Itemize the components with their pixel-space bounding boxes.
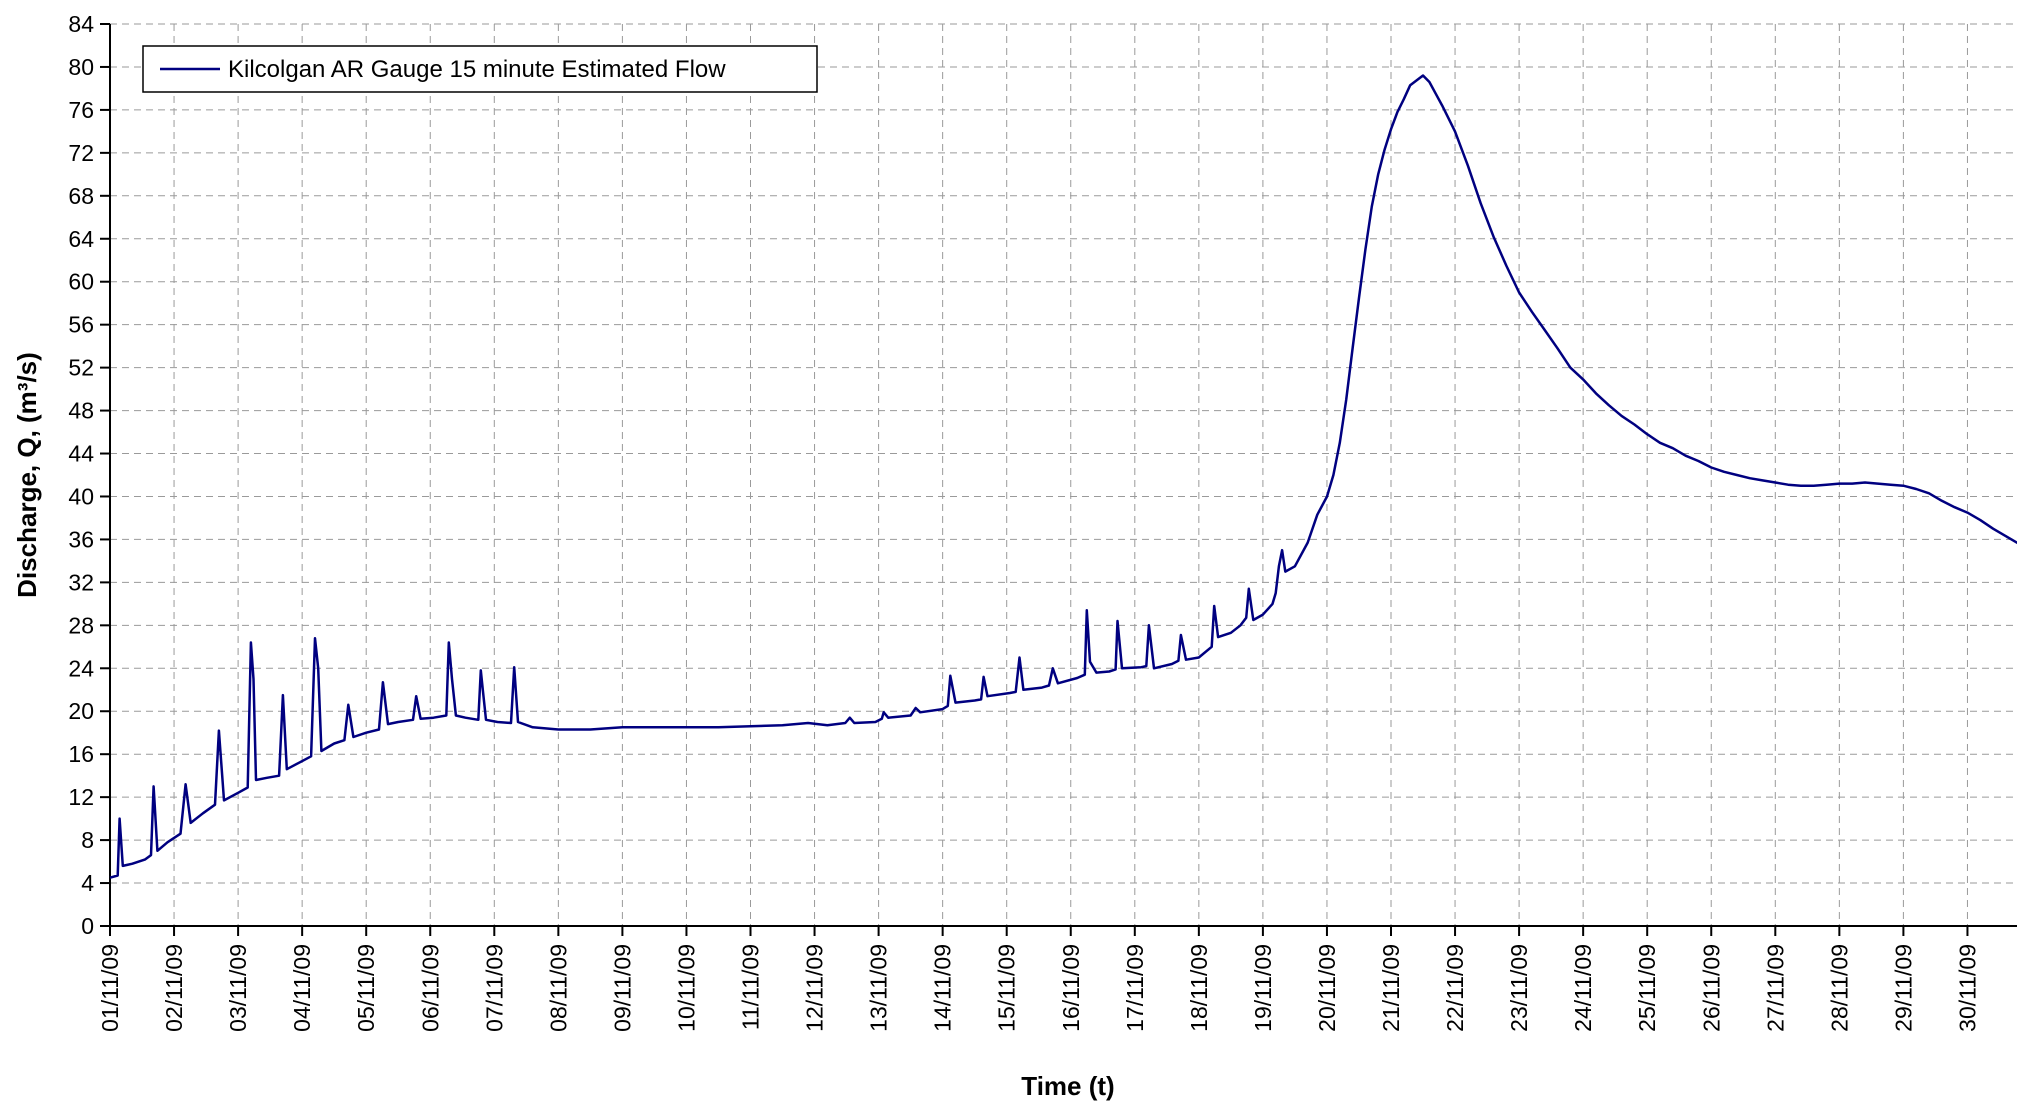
x-tick-label: 08/11/09 <box>545 944 571 1032</box>
y-tick-label: 16 <box>68 741 94 767</box>
x-tick-label: 25/11/09 <box>1634 944 1660 1032</box>
axes <box>109 24 2017 927</box>
legend-box <box>142 45 818 93</box>
legend: Kilcolgan AR Gauge 15 minute Estimated F… <box>142 45 818 93</box>
x-tick-label: 24/11/09 <box>1570 944 1596 1032</box>
x-tick-label: 14/11/09 <box>930 944 956 1032</box>
x-tick-label: 07/11/09 <box>481 944 507 1032</box>
y-axis-title: Discharge, Q, (m³/s) <box>12 352 42 598</box>
x-tick-label: 19/11/09 <box>1250 944 1276 1032</box>
y-tick-label: 12 <box>68 784 94 810</box>
y-tick-label: 84 <box>68 11 94 37</box>
y-tick-label: 0 <box>81 913 94 939</box>
x-tick-label: 22/11/09 <box>1442 944 1468 1032</box>
x-tick-label: 04/11/09 <box>289 944 315 1032</box>
y-tick-label: 52 <box>68 355 94 381</box>
y-tick-label: 72 <box>68 140 94 166</box>
x-tick-label: 01/11/09 <box>97 944 123 1032</box>
y-tick-label: 44 <box>68 441 94 467</box>
y-tick-label: 64 <box>68 226 94 252</box>
y-axis-ticks: 0481216202428323640444852566064687276808… <box>68 11 110 939</box>
x-tick-label: 27/11/09 <box>1762 944 1788 1032</box>
gridlines <box>110 23 2017 926</box>
x-tick-label: 12/11/09 <box>802 944 828 1032</box>
flow-series-line <box>109 74 2017 879</box>
x-tick-label: 11/11/09 <box>738 944 764 1030</box>
x-tick-label: 15/11/09 <box>994 944 1020 1032</box>
x-tick-label: 30/11/09 <box>1954 944 1980 1032</box>
x-tick-label: 20/11/09 <box>1314 944 1340 1032</box>
y-tick-label: 56 <box>68 312 94 338</box>
y-tick-label: 36 <box>68 526 94 552</box>
y-tick-label: 28 <box>68 612 94 638</box>
x-tick-label: 17/11/09 <box>1122 944 1148 1032</box>
y-tick-label: 32 <box>68 569 94 595</box>
x-tick-label: 26/11/09 <box>1698 944 1724 1032</box>
x-tick-label: 02/11/09 <box>161 944 187 1032</box>
x-axis-ticks: 01/11/09 02/11/09 03/11/09 04/11/09 05/11/09… <box>97 926 1980 1032</box>
x-tick-label: 09/11/09 <box>609 944 635 1032</box>
y-tick-label: 8 <box>81 827 94 853</box>
y-tick-label: 76 <box>68 97 94 123</box>
y-tick-label: 20 <box>68 698 94 724</box>
series-layer <box>109 74 2017 879</box>
y-tick-label: 24 <box>68 655 94 681</box>
y-tick-label: 48 <box>68 398 94 424</box>
x-tick-label: 28/11/09 <box>1826 944 1852 1032</box>
x-tick-label: 13/11/09 <box>866 944 892 1032</box>
x-tick-label: 18/11/09 <box>1186 944 1212 1032</box>
x-tick-label: 05/11/09 <box>353 944 379 1032</box>
x-tick-label: 10/11/09 <box>673 944 699 1032</box>
x-tick-label: 03/11/09 <box>225 944 251 1032</box>
y-tick-label: 40 <box>68 483 94 509</box>
y-tick-label: 4 <box>81 870 94 896</box>
y-tick-label: 68 <box>68 183 94 209</box>
x-tick-label: 29/11/09 <box>1890 944 1916 1032</box>
x-tick-label: 21/11/09 <box>1378 944 1404 1032</box>
x-tick-label: 06/11/09 <box>417 944 443 1032</box>
x-tick-label: 23/11/09 <box>1506 944 1532 1032</box>
x-axis-title: Time (t) <box>1021 1071 1114 1101</box>
legend-label: Kilcolgan AR Gauge 15 minute Estimated F… <box>228 56 726 83</box>
y-tick-label: 60 <box>68 269 94 295</box>
y-tick-label: 80 <box>68 54 94 80</box>
x-tick-label: 16/11/09 <box>1058 944 1084 1032</box>
